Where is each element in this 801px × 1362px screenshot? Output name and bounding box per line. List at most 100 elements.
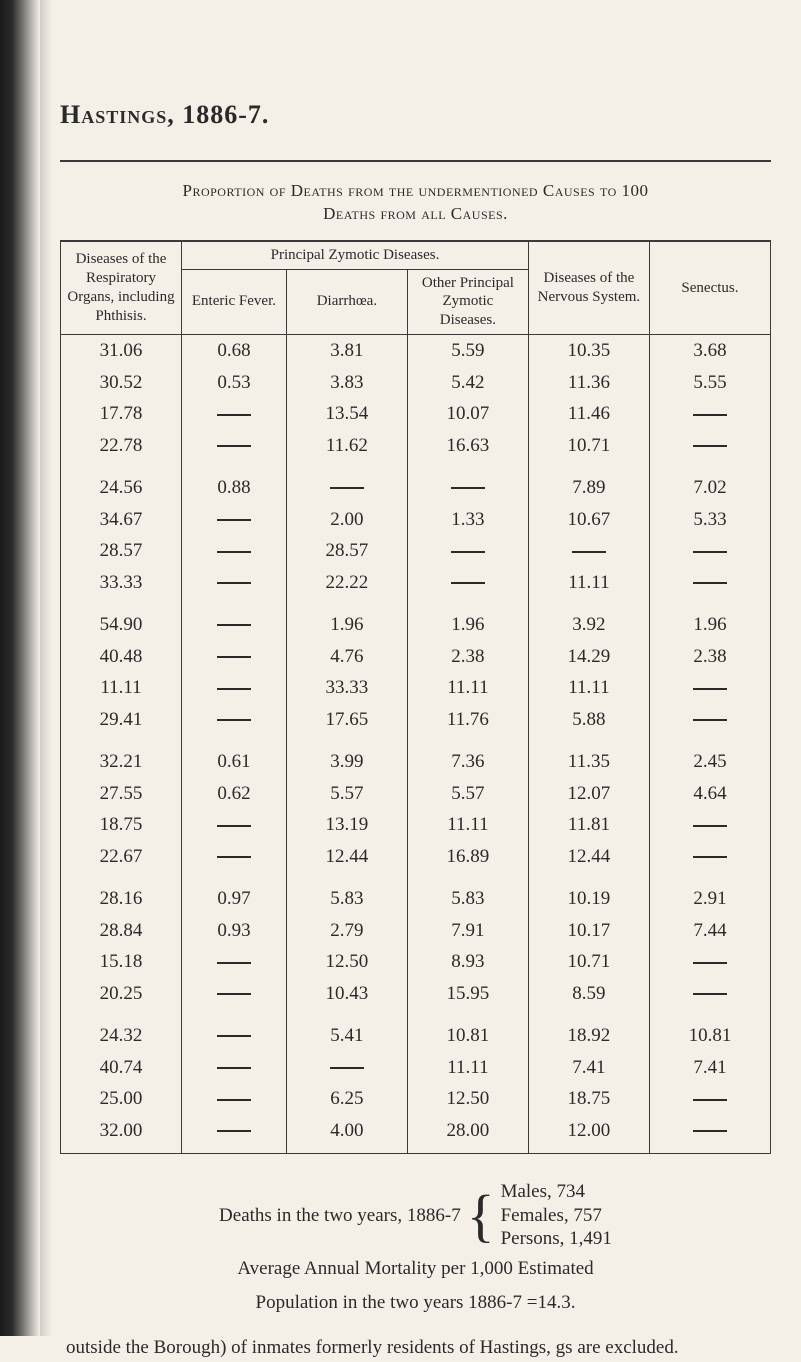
table-cell <box>182 1115 287 1153</box>
table-cell: 5.41 <box>286 1010 407 1052</box>
table-row: 54.901.961.963.921.96 <box>61 599 771 641</box>
dash-glyph <box>217 1130 251 1133</box>
dash-glyph <box>693 582 727 585</box>
table-cell: 16.89 <box>407 841 528 873</box>
table-row: 30.520.533.835.4211.365.55 <box>61 367 771 399</box>
table-row: 11.1133.3311.1111.11 <box>61 672 771 704</box>
table-cell: 4.76 <box>286 641 407 673</box>
table-cell: 40.74 <box>61 1052 182 1084</box>
table-row: 28.5728.57 <box>61 535 771 567</box>
table-cell: 0.62 <box>182 778 287 810</box>
dash-glyph <box>693 856 727 859</box>
table-cell <box>407 535 528 567</box>
brace-males: Males, 734 <box>501 1181 585 1202</box>
footer-block: Deaths in the two years, 1886-7 { Males,… <box>60 1180 771 1362</box>
table-cell: 28.57 <box>286 535 407 567</box>
table-row: 22.7811.6216.6310.71 <box>61 430 771 462</box>
table-cell <box>649 398 770 430</box>
table-cell: 7.41 <box>649 1052 770 1084</box>
table-cell <box>182 841 287 873</box>
table-row: 33.3322.2211.11 <box>61 567 771 599</box>
table-row: 25.006.2512.5018.75 <box>61 1083 771 1115</box>
dash-glyph <box>217 825 251 828</box>
table-cell: 13.54 <box>286 398 407 430</box>
dash-glyph <box>217 1035 251 1038</box>
table-cell <box>286 462 407 504</box>
col-header-diarrhoea: Diarrhœa. <box>286 269 407 334</box>
dash-glyph <box>451 582 485 585</box>
table-cell <box>649 567 770 599</box>
table-cell: 7.02 <box>649 462 770 504</box>
table-cell: 8.93 <box>407 946 528 978</box>
deaths-summary: Deaths in the two years, 1886-7 { Males,… <box>60 1180 771 1251</box>
col-header-enteric: Enteric Fever. <box>182 269 287 334</box>
table-cell <box>649 946 770 978</box>
table-cell: 24.56 <box>61 462 182 504</box>
table-cell: 11.11 <box>407 809 528 841</box>
table-cell: 7.91 <box>407 915 528 947</box>
table-cell: 2.45 <box>649 736 770 778</box>
table-cell: 17.78 <box>61 398 182 430</box>
table-cell <box>182 430 287 462</box>
table-cell <box>649 1083 770 1115</box>
dash-glyph <box>217 445 251 448</box>
table-cell: 12.44 <box>528 841 649 873</box>
table-cell <box>182 809 287 841</box>
dash-glyph <box>217 1067 251 1070</box>
table-cell: 10.17 <box>528 915 649 947</box>
table-cell: 6.25 <box>286 1083 407 1115</box>
dash-glyph <box>693 414 727 417</box>
dash-glyph <box>572 551 606 554</box>
table-cell <box>407 567 528 599</box>
dash-glyph <box>217 962 251 965</box>
avg-mortality-line-1: Average Annual Mortality per 1,000 Estim… <box>60 1255 771 1283</box>
table-cell: 5.57 <box>286 778 407 810</box>
table-cell: 29.41 <box>61 704 182 736</box>
table-cell: 4.00 <box>286 1115 407 1153</box>
table-cell: 3.99 <box>286 736 407 778</box>
table-cell <box>407 462 528 504</box>
table-cell: 10.71 <box>528 946 649 978</box>
table-cell: 0.61 <box>182 736 287 778</box>
page-gutter-shadow <box>0 0 40 1336</box>
table-row: 34.672.001.3310.675.33 <box>61 504 771 536</box>
table-cell: 10.71 <box>528 430 649 462</box>
col-header-senectus: Senectus. <box>649 241 770 335</box>
table-cell: 4.64 <box>649 778 770 810</box>
table-cell: 7.41 <box>528 1052 649 1084</box>
table-row: 18.7513.1911.1111.81 <box>61 809 771 841</box>
table-cell <box>649 841 770 873</box>
table-cell <box>649 978 770 1010</box>
table-cell: 10.81 <box>407 1010 528 1052</box>
brace-persons: Persons, 1,491 <box>501 1228 612 1249</box>
table-cell: 25.00 <box>61 1083 182 1115</box>
dash-glyph <box>217 1099 251 1102</box>
table-caption: Proportion of Deaths from the undermenti… <box>60 180 771 226</box>
table-cell: 5.83 <box>286 873 407 915</box>
table-cell: 11.11 <box>61 672 182 704</box>
table-cell: 18.92 <box>528 1010 649 1052</box>
table-cell: 11.46 <box>528 398 649 430</box>
table-cell: 0.93 <box>182 915 287 947</box>
table-cell: 10.07 <box>407 398 528 430</box>
table-cell: 11.11 <box>528 567 649 599</box>
table-cell <box>649 430 770 462</box>
table-cell: 11.76 <box>407 704 528 736</box>
table-cell: 24.32 <box>61 1010 182 1052</box>
table-cell: 2.38 <box>649 641 770 673</box>
table-row: 20.2510.4315.958.59 <box>61 978 771 1010</box>
table-cell: 5.57 <box>407 778 528 810</box>
table-cell: 1.96 <box>286 599 407 641</box>
table-cell: 7.36 <box>407 736 528 778</box>
table-cell: 27.55 <box>61 778 182 810</box>
col-header-zymotic-group: Principal Zymotic Diseases. <box>182 241 529 269</box>
table-cell: 7.89 <box>528 462 649 504</box>
caption-line-2: Deaths from all Causes. <box>323 204 508 223</box>
table-cell: 11.36 <box>528 367 649 399</box>
dash-glyph <box>217 519 251 522</box>
table-cell: 15.18 <box>61 946 182 978</box>
table-cell: 2.79 <box>286 915 407 947</box>
table-cell: 5.59 <box>407 334 528 366</box>
table-cell: 18.75 <box>528 1083 649 1115</box>
table-cell: 28.00 <box>407 1115 528 1153</box>
